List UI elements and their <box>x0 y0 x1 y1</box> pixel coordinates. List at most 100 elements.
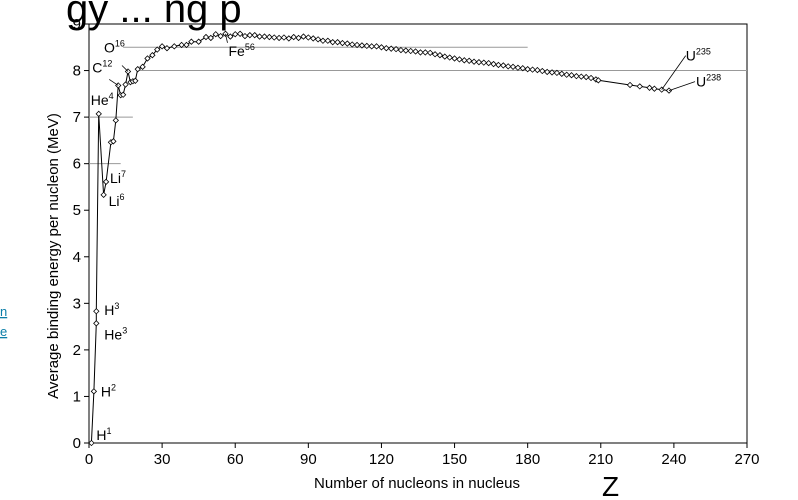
data-point <box>626 81 634 89</box>
data-point <box>480 59 487 66</box>
annotation-leader <box>121 65 129 72</box>
annotation-leader <box>225 33 228 43</box>
nuclide-label: U235 <box>686 47 711 64</box>
data-point <box>373 43 380 50</box>
data-point <box>548 69 556 76</box>
y-tick-label: 8 <box>73 63 81 80</box>
x-tick-label: 0 <box>85 451 93 468</box>
data-point <box>446 54 453 61</box>
data-point <box>100 191 107 199</box>
nuclide-label: C12 <box>92 58 112 75</box>
data-point <box>543 68 551 76</box>
binding-energy-series <box>90 33 670 444</box>
y-axis-label: Average binding energy per nucleon (MeV) <box>45 113 62 399</box>
nuclide-symbol: H <box>104 302 114 318</box>
x-tick-label: 270 <box>734 451 759 468</box>
data-point <box>134 65 141 73</box>
data-point <box>139 63 146 70</box>
data-point <box>188 38 195 45</box>
data-point <box>236 30 244 37</box>
data-point <box>636 83 643 90</box>
nuclide-mass-number: 12 <box>102 58 112 68</box>
data-point <box>305 34 312 41</box>
side-link-2[interactable]: e <box>0 324 7 339</box>
y-tick-label: 9 <box>73 16 81 33</box>
data-point <box>595 77 602 84</box>
x-tick-label: 120 <box>369 451 394 468</box>
data-point <box>195 38 202 45</box>
data-point <box>558 70 565 77</box>
annotation-leader <box>668 81 696 91</box>
nuclide-symbol: H <box>101 383 111 399</box>
data-point <box>646 84 653 91</box>
nuclide-symbol: He <box>104 326 122 342</box>
data-point <box>290 33 297 41</box>
y-tick-label: 6 <box>73 156 81 173</box>
x-tick-label: 210 <box>588 451 613 468</box>
data-point <box>534 66 541 74</box>
x-axis: 0 30 60 90 120 150 180 210 240 270 <box>85 443 760 468</box>
data-point <box>271 34 278 41</box>
data-point <box>158 43 166 50</box>
data-point <box>261 33 268 40</box>
data-point <box>573 72 580 80</box>
reference-lines <box>89 46 747 165</box>
data-point <box>339 39 346 47</box>
nuclide-mass-number: 1 <box>107 426 112 436</box>
nuclide-mass-number: 16 <box>115 38 125 48</box>
data-point <box>329 38 336 46</box>
data-point <box>300 33 307 40</box>
data-point <box>275 34 283 42</box>
data-point <box>266 33 273 41</box>
nuclide-mass-number: 3 <box>114 301 119 311</box>
data-point <box>378 44 385 51</box>
x-tick-label: 180 <box>515 451 540 468</box>
data-point <box>529 66 536 73</box>
data-point <box>412 48 419 55</box>
y-tick-label: 5 <box>73 202 81 219</box>
nuclide-label: He3 <box>104 325 127 342</box>
data-point <box>553 69 561 77</box>
nuclide-symbol: H <box>96 427 106 443</box>
data-point <box>149 52 156 59</box>
data-point <box>232 31 239 38</box>
nuclide-label: He4 <box>91 91 114 108</box>
data-point <box>344 40 351 47</box>
nuclide-label: Li6 <box>109 192 125 209</box>
data-point <box>363 42 370 50</box>
nuclide-symbol: He <box>91 92 109 108</box>
nuclide-label: H1 <box>96 426 111 443</box>
nuclide-symbol: Fe <box>228 43 245 59</box>
data-point <box>582 73 590 81</box>
data-point <box>241 32 249 40</box>
data-point <box>154 46 161 53</box>
y-tick-label: 1 <box>73 388 81 405</box>
data-point <box>202 33 210 41</box>
data-point <box>514 64 522 71</box>
data-point <box>368 43 375 50</box>
data-point <box>431 51 439 58</box>
data-point <box>490 60 497 68</box>
data-point <box>119 91 127 98</box>
data-point <box>495 61 502 69</box>
data-point <box>392 45 400 53</box>
x-tick-label: 30 <box>154 451 171 468</box>
data-point <box>397 46 405 54</box>
data-point <box>475 59 483 66</box>
y-tick-label: 4 <box>73 249 81 266</box>
data-point <box>539 67 546 75</box>
data-point <box>358 42 366 49</box>
data-point <box>509 63 517 70</box>
nuclide-mass-number: 7 <box>121 169 126 179</box>
nuclide-mass-number: 3 <box>122 325 127 335</box>
x-tick-label: 150 <box>442 451 467 468</box>
nuclide-symbol: O <box>104 39 115 55</box>
data-point <box>451 55 458 62</box>
data-point <box>132 77 139 84</box>
nuclide-mass-number: 235 <box>696 47 711 57</box>
y-tick-label: 2 <box>73 342 81 359</box>
side-link[interactable]: n <box>0 304 7 319</box>
x-tick-label: 60 <box>227 451 244 468</box>
